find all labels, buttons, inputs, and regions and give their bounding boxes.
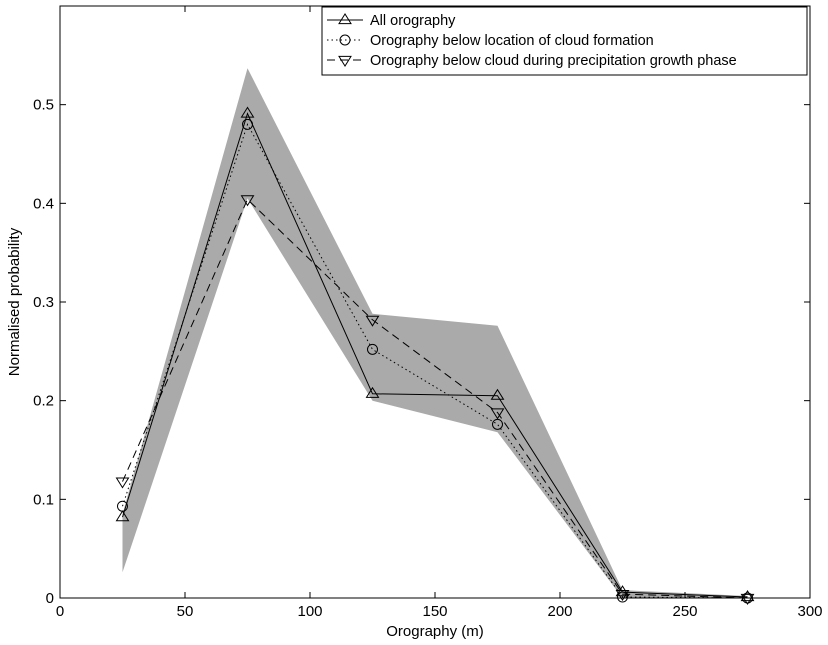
x-tick-label: 100	[297, 603, 322, 620]
series-3	[115, 195, 755, 605]
y-tick-label: 0.2	[33, 393, 54, 410]
legend: All orography Orography below location of…	[321, 6, 808, 76]
data-point	[240, 195, 255, 207]
x-axis-title: Orography (m)	[386, 623, 484, 640]
plot-frame	[59, 5, 811, 599]
data-point	[365, 386, 380, 398]
data-point	[740, 590, 755, 602]
data-point	[615, 590, 630, 602]
confidence-band-layer	[122, 68, 748, 598]
data-point	[740, 593, 755, 605]
legend-marker	[339, 34, 351, 46]
legend-label: All orography	[370, 13, 456, 29]
y-tick-label: 0.3	[33, 294, 54, 311]
legend-label: Orography below location of cloud format…	[370, 33, 654, 49]
data-point	[367, 343, 378, 355]
series-line	[122, 198, 748, 599]
y-tick-label: 0.4	[33, 195, 54, 212]
legend-entry: All orography	[327, 13, 456, 29]
x-tick-label: 250	[672, 603, 697, 620]
data-point	[365, 315, 380, 327]
legend-entries: All orography Orography below location of…	[327, 13, 737, 69]
data-point	[115, 477, 130, 489]
x-tick-label: 150	[422, 603, 447, 620]
data-point	[115, 510, 130, 522]
legend-marker	[338, 13, 352, 25]
y-tick-label: 0	[46, 590, 54, 607]
legend-entry: Orography below location of cloud format…	[327, 33, 654, 49]
legend-marker	[338, 55, 352, 67]
tick-layer: 0 50 100 150 200 250 300 0 0.1 0.2 0.3 0.4 0.5	[33, 6, 823, 620]
legend-entry: Orography below cloud during precipitati…	[327, 53, 737, 69]
y-axis-title: Normalised probability	[6, 227, 23, 376]
data-point	[242, 118, 253, 130]
legend-label: Orography below cloud during precipitati…	[370, 53, 737, 69]
y-tick-label: 0.5	[33, 97, 54, 114]
x-tick-label: 50	[177, 603, 194, 620]
y-tick-label: 0.1	[33, 491, 54, 508]
data-point	[617, 591, 628, 603]
x-tick-label: 200	[547, 603, 572, 620]
x-tick-label: 300	[797, 603, 822, 620]
series-line	[122, 112, 748, 598]
data-point	[240, 106, 255, 118]
legend-box	[321, 6, 808, 76]
data-point	[117, 500, 128, 512]
data-point	[490, 408, 505, 420]
x-tick-label: 0	[56, 603, 64, 620]
confidence-band	[122, 68, 748, 598]
data-point	[490, 388, 505, 400]
